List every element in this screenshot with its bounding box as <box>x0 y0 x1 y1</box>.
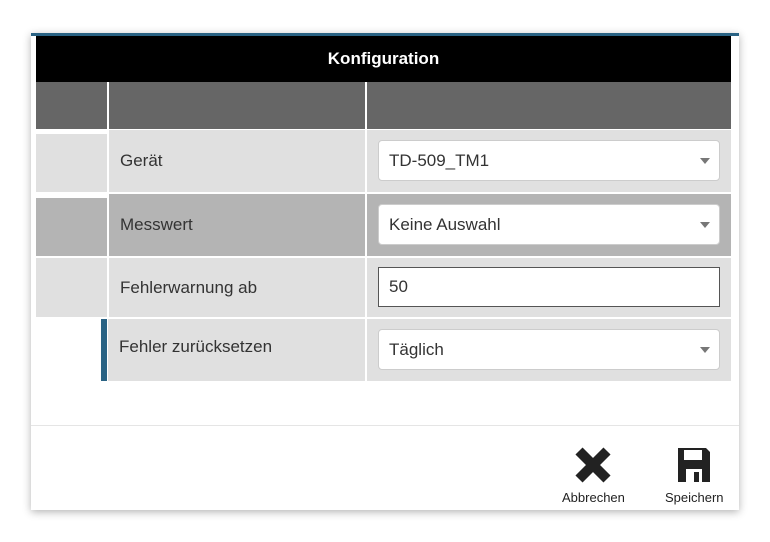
floppy-disk-icon <box>678 448 711 482</box>
row-value-cell: Täglich <box>367 319 731 381</box>
row-value-cell <box>367 258 731 317</box>
header-cell <box>109 82 365 129</box>
save-button[interactable]: Speichern <box>665 446 724 505</box>
dropdown-arrow-icon <box>700 347 710 353</box>
row-marker <box>36 198 107 256</box>
row-value-cell: TD-509_TM1 <box>367 130 731 192</box>
configuration-dialog: Konfiguration Gerät TD-509_TM1 Messwert … <box>31 33 739 510</box>
row-label: Fehler zurücksetzen <box>108 319 365 381</box>
select-value: Täglich <box>389 339 444 359</box>
row-marker <box>36 258 107 317</box>
footer-divider <box>31 425 739 426</box>
row-value-cell: Keine Auswahl <box>367 194 731 256</box>
save-label: Speichern <box>665 490 724 505</box>
close-icon <box>575 447 611 483</box>
header-cell <box>36 82 107 129</box>
measurement-select[interactable]: Keine Auswahl <box>378 204 720 245</box>
error-reset-select[interactable]: Täglich <box>378 329 720 370</box>
active-row-indicator <box>101 319 107 381</box>
header-cell <box>367 82 731 129</box>
error-warning-threshold-input[interactable] <box>378 267 720 307</box>
row-marker <box>36 134 107 192</box>
row-label: Gerät <box>109 130 365 192</box>
dialog-title: Konfiguration <box>36 36 731 82</box>
device-select[interactable]: TD-509_TM1 <box>378 140 720 181</box>
row-label: Messwert <box>109 194 365 256</box>
cancel-button[interactable]: Abbrechen <box>562 446 625 505</box>
row-label: Fehlerwarnung ab <box>109 258 365 317</box>
dropdown-arrow-icon <box>700 222 710 228</box>
select-value: TD-509_TM1 <box>389 150 490 170</box>
dropdown-arrow-icon <box>700 158 710 164</box>
cancel-label: Abbrechen <box>562 490 625 505</box>
select-value: Keine Auswahl <box>389 214 501 234</box>
